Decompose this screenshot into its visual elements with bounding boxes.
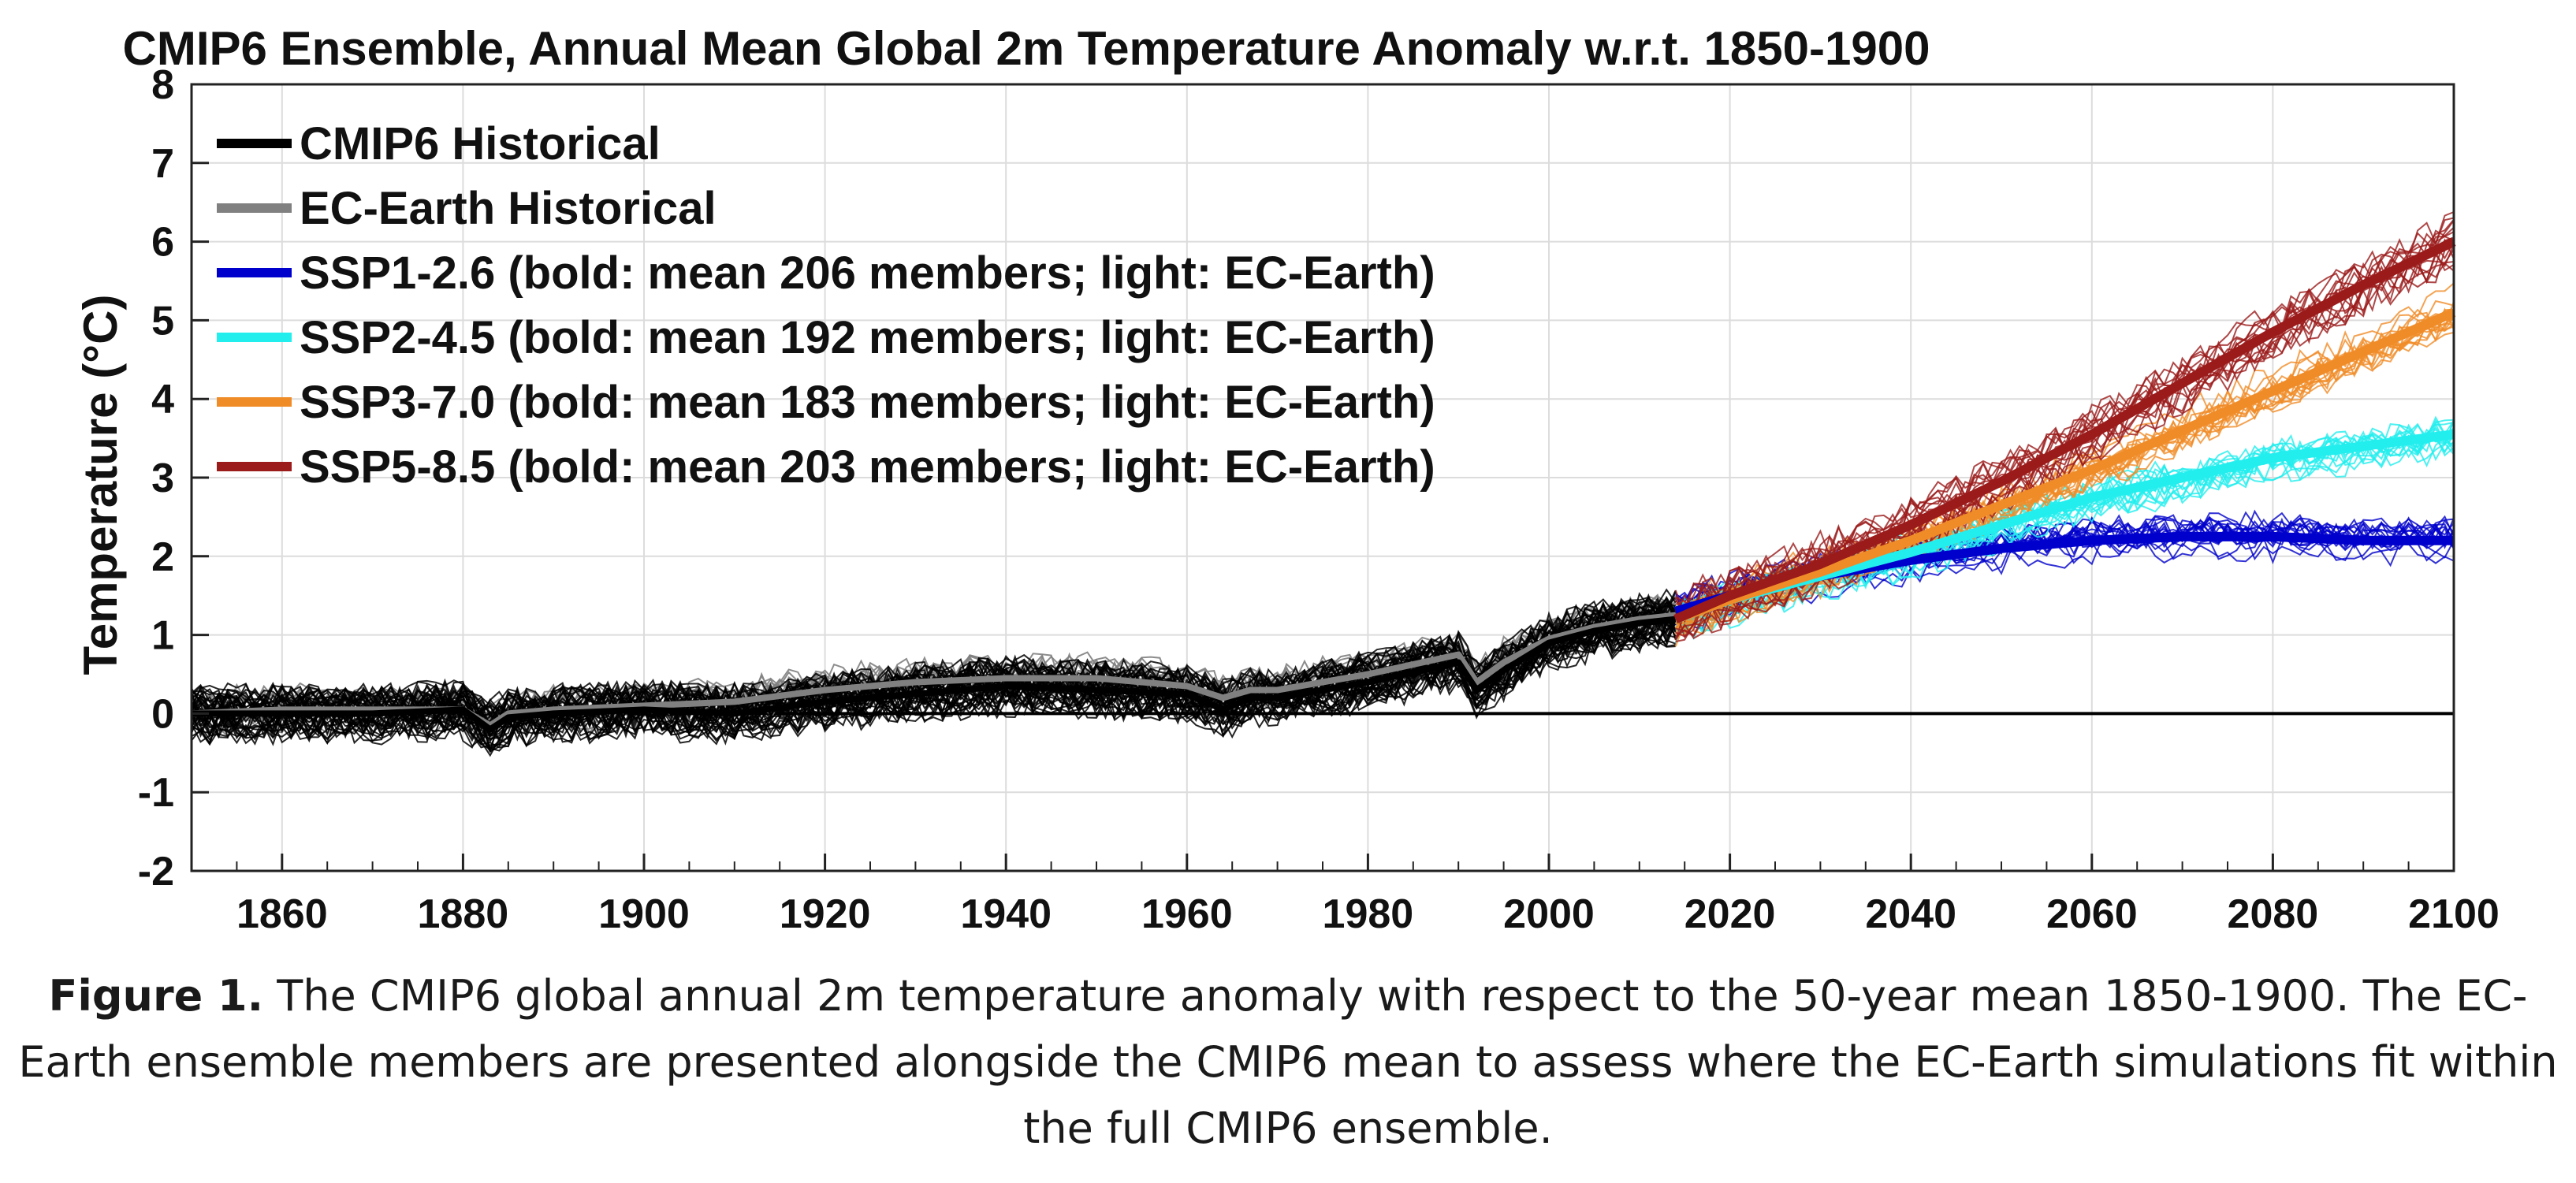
y-tick-label: 4 <box>151 377 174 422</box>
series-mean-line <box>191 612 1677 729</box>
chart-title: CMIP6 Ensemble, Annual Mean Global 2m Te… <box>123 22 1930 75</box>
x-tick-label: 2100 <box>2408 891 2500 937</box>
legend-label: SSP1-2.6 (bold: mean 206 members; light:… <box>300 247 1435 299</box>
y-tick-label: 8 <box>151 62 174 108</box>
x-tick-label: 1860 <box>236 891 328 937</box>
caption-text: The CMIP6 global annual 2m temperature a… <box>18 971 2558 1153</box>
ensemble-member-line <box>191 592 1677 720</box>
legend: CMIP6 Historical EC-Earth Historical SSP1-… <box>217 118 1435 493</box>
chart-figure: CMIP6 Ensemble, Annual Mean Global 2m Te… <box>74 22 2500 937</box>
legend-label: SSP3-7.0 (bold: mean 183 members; light:… <box>300 377 1435 428</box>
legend-label: SSP2-4.5 (bold: mean 192 members; light:… <box>300 312 1435 363</box>
legend-label: EC-Earth Historical <box>300 183 717 234</box>
y-tick-label: -1 <box>138 770 174 816</box>
chart-svg: CMIP6 Ensemble, Annual Mean Global 2m Te… <box>74 22 2500 937</box>
x-tick-label: 2040 <box>1865 891 1956 937</box>
y-tick-label: 0 <box>151 691 174 737</box>
figure-caption: Figure 1. The CMIP6 global annual 2m tem… <box>16 963 2560 1162</box>
y-tick-label: 6 <box>151 220 174 266</box>
axes-layer: 1860 1880 1900 1920 1940 1960 1980 2000 2020 2040… <box>138 62 2500 937</box>
x-tick-label: 1920 <box>780 891 871 937</box>
series-mean-line <box>1673 237 2456 624</box>
legend-label: CMIP6 Historical <box>300 118 661 169</box>
caption-label: Figure 1. <box>48 971 264 1021</box>
x-tick-label: 2000 <box>1503 891 1595 937</box>
series-mean-line <box>1673 307 2456 624</box>
ensemble-member-line <box>191 591 1677 724</box>
ensemble-member-line <box>1675 244 2455 642</box>
x-tick-label: 1940 <box>960 891 1052 937</box>
series-mean-line <box>192 616 1677 733</box>
x-tick-label: 2080 <box>2228 891 2319 937</box>
y-tick-label: 5 <box>151 298 174 344</box>
x-tick-label: 2060 <box>2046 891 2138 937</box>
lines-layer <box>191 211 2456 757</box>
ensemble-member-line <box>1675 211 2455 610</box>
y-tick-label: -2 <box>138 849 174 895</box>
y-tick-label: 2 <box>151 534 174 580</box>
x-tick-label: 1960 <box>1141 891 1233 937</box>
legend-label: SSP5-8.5 (bold: mean 203 members; light:… <box>300 441 1435 493</box>
x-tick-label: 2020 <box>1684 891 1776 937</box>
y-tick-label: 7 <box>151 141 174 187</box>
x-tick-label: 1880 <box>418 891 509 937</box>
ensemble-member-line <box>1675 250 2455 638</box>
x-tick-label: 1980 <box>1323 891 1414 937</box>
y-tick-label: 3 <box>151 456 174 501</box>
x-tick-label: 1900 <box>598 891 690 937</box>
y-axis-label: Temperature (°C) <box>74 295 127 675</box>
ensemble-member-line <box>1674 331 2455 647</box>
y-tick-label: 1 <box>151 613 174 659</box>
